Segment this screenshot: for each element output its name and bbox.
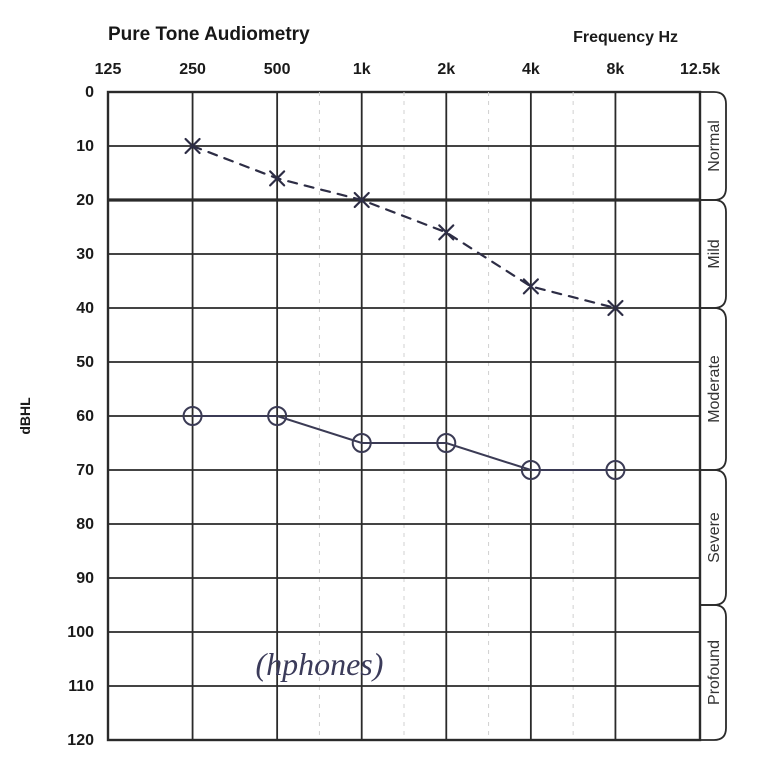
y-tick-label: 70	[76, 462, 94, 479]
y-tick-label: 20	[76, 192, 94, 209]
y-axis-label: dBHL	[17, 397, 33, 435]
y-tick-label: 90	[76, 570, 94, 587]
zone-label: Profound	[706, 640, 723, 705]
y-tick-label: 50	[76, 354, 94, 371]
chart-title: Pure Tone Audiometry	[108, 24, 310, 45]
handwritten-annotation: (hphones)	[255, 646, 383, 682]
y-tick-label: 120	[67, 732, 94, 749]
y-tick-label: 100	[67, 624, 94, 641]
y-tick-label: 40	[76, 300, 94, 317]
y-tick-label: 0	[85, 84, 94, 101]
x-tick-label: 250	[179, 61, 206, 78]
x-tick-label: 2k	[437, 61, 455, 78]
zone-label: Mild	[706, 239, 723, 268]
x-tick-label: 500	[264, 61, 291, 78]
frequency-title: Frequency Hz	[573, 29, 678, 46]
zone-label: Moderate	[706, 355, 723, 423]
y-tick-label: 10	[76, 138, 94, 155]
zone-label: Severe	[706, 512, 723, 563]
y-tick-label: 80	[76, 516, 94, 533]
x-tick-label: 12.5k	[680, 61, 720, 78]
x-tick-label: 4k	[522, 61, 540, 78]
zone-label: Normal	[706, 120, 723, 172]
y-tick-label: 110	[68, 678, 94, 695]
x-tick-label: 1k	[353, 61, 371, 78]
audiogram-chart: Pure Tone Audiometry Frequency Hz 125 250 50…	[0, 0, 768, 767]
y-tick-label: 30	[76, 246, 94, 263]
x-tick-label: 8k	[607, 61, 625, 78]
y-tick-label: 60	[76, 408, 94, 425]
x-tick-label: 125	[95, 61, 122, 78]
